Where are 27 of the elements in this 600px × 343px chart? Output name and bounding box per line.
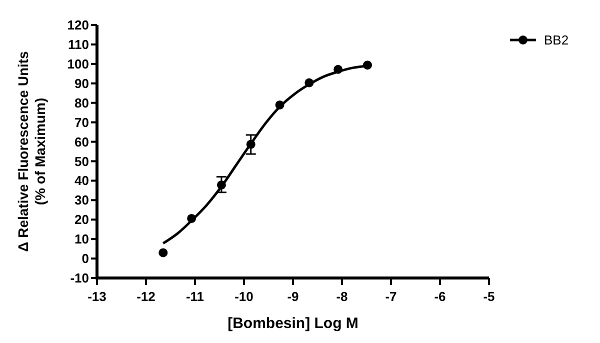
x-tick-label: -11 [186, 289, 204, 304]
x-tick-label: -8 [336, 289, 348, 304]
x-tick-label: -12 [136, 289, 156, 304]
x-tick-label: -6 [434, 289, 446, 304]
y-tick-label: 90 [74, 76, 89, 91]
legend-label: BB2 [544, 32, 569, 48]
x-tick-label: -9 [287, 289, 299, 304]
y-tick-label: 70 [74, 114, 89, 130]
x-axis-title: [Bombesin] Log M [228, 315, 358, 332]
y-tick-label: 40 [74, 173, 89, 188]
y-tick-label: 80 [74, 95, 89, 110]
y-axis-title: Δ Relative Fluorescence Units (% of Maximum) [15, 50, 48, 252]
point [158, 248, 168, 258]
y-tick-label: 10 [74, 232, 89, 247]
y-tick-label: 100 [67, 56, 89, 72]
y-tick-label: 20 [74, 212, 89, 228]
y-tick-label: 110 [68, 37, 89, 52]
y-tick-label: 0 [82, 251, 89, 266]
y-tick-label: 30 [74, 192, 89, 208]
y-tick-label: 50 [74, 154, 89, 169]
x-tick-label: -7 [385, 289, 397, 304]
x-tick-label: -5 [483, 289, 495, 304]
x-tick-label: -13 [88, 289, 106, 304]
y-tick-label: 120 [67, 18, 89, 33]
x-tick-label: -10 [234, 289, 254, 304]
y-tick-label: 60 [74, 134, 89, 150]
y-tick-label: -10 [70, 270, 89, 286]
